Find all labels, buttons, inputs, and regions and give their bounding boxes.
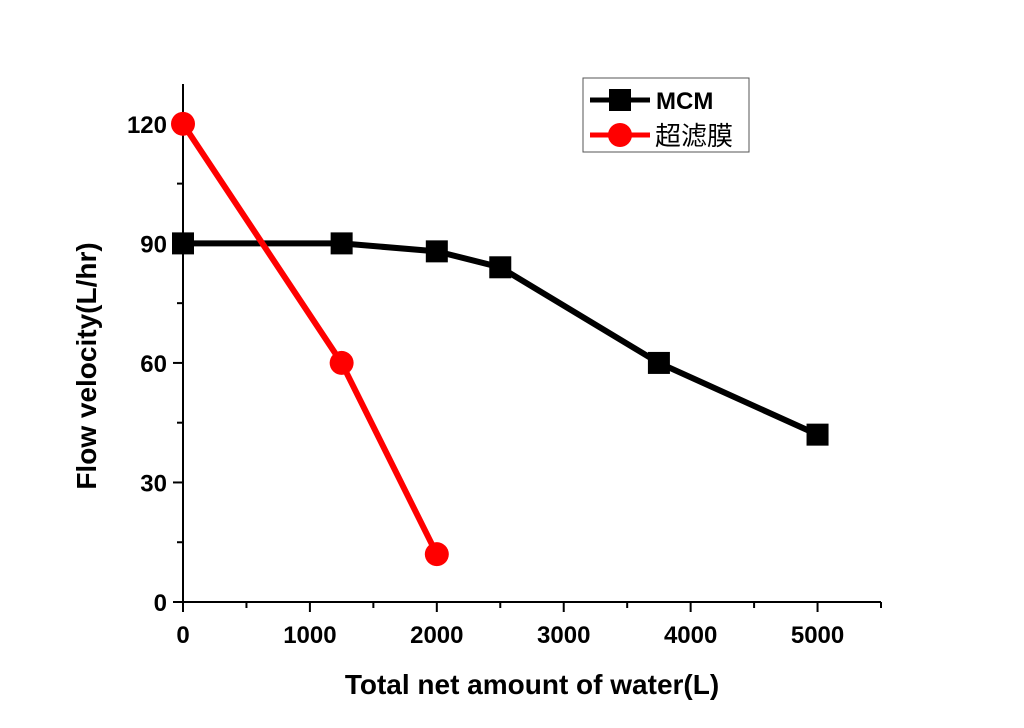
axes: 0 1000 2000 3000 4000 5000 0 30 60 90 120 xyxy=(127,84,882,649)
data-point-circle xyxy=(424,542,449,567)
data-point-square xyxy=(172,232,194,255)
y-tick-label: 120 xyxy=(127,112,167,139)
legend-marker-square xyxy=(609,89,631,111)
series-uf xyxy=(171,111,449,567)
series-line xyxy=(180,122,440,556)
x-tick-label: 0 xyxy=(176,622,189,649)
y-tick-label: 60 xyxy=(140,351,167,378)
data-point-square xyxy=(425,240,448,263)
series-layer xyxy=(171,111,829,567)
legend: MCM 超滤膜 xyxy=(582,77,750,153)
legend-marker-circle xyxy=(608,123,632,147)
data-point-circle xyxy=(171,111,195,136)
data-point-square xyxy=(647,351,670,374)
ticks xyxy=(173,122,882,612)
x-tick-label: 1000 xyxy=(283,622,336,649)
legend-item-uf: 超滤膜 xyxy=(590,122,733,152)
legend-item-mcm: MCM xyxy=(590,88,713,115)
y-axis-title: Flow velocity(L/hr) xyxy=(71,242,102,489)
x-axis-title: Total net amount of water(L) xyxy=(345,669,719,700)
x-tick-label: 5000 xyxy=(791,622,844,649)
data-point-circle xyxy=(329,350,354,375)
data-point-square xyxy=(806,423,829,446)
y-tick-label: 90 xyxy=(140,231,167,258)
y-tick-label: 0 xyxy=(154,590,167,617)
x-tick-label: 2000 xyxy=(410,622,463,649)
data-point-square xyxy=(330,232,353,255)
series-mcm xyxy=(172,232,829,446)
legend-label-uf: 超滤膜 xyxy=(655,122,733,152)
tick-labels: 0 1000 2000 3000 4000 5000 0 30 60 90 120 xyxy=(127,112,844,649)
y-tick-label: 30 xyxy=(140,470,167,497)
x-tick-label: 3000 xyxy=(537,622,590,649)
x-tick-label: 4000 xyxy=(664,622,717,649)
data-point-square xyxy=(489,256,512,279)
series-line xyxy=(183,240,819,438)
legend-label-mcm: MCM xyxy=(656,88,713,115)
